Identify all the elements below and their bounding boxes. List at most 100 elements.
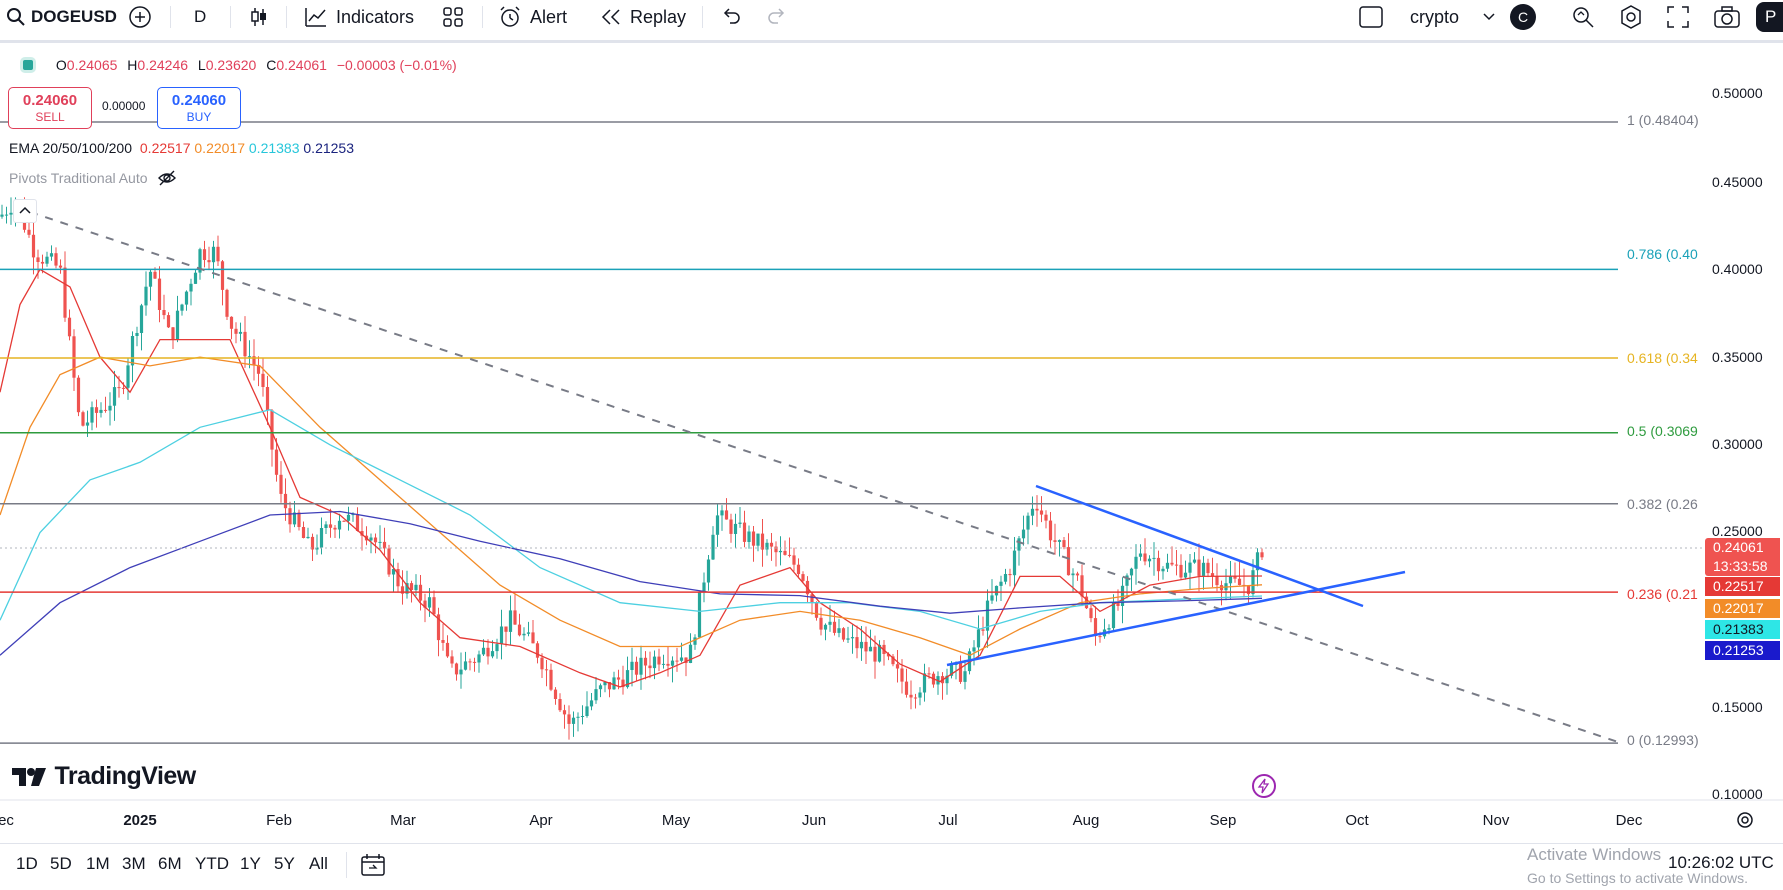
redo-button[interactable] <box>766 0 788 34</box>
layout-toggle-button[interactable] <box>1358 0 1384 34</box>
candle-body <box>945 675 949 684</box>
compare-symbol-button[interactable] <box>128 0 152 34</box>
ema50-price-tag: 0.22017 <box>1705 599 1780 618</box>
settings-button[interactable] <box>1618 0 1644 34</box>
candle-body <box>990 595 994 601</box>
symbol-search[interactable]: DOGEUSD <box>6 0 117 34</box>
candle-body <box>1192 559 1197 563</box>
pivots-legend[interactable]: Pivots Traditional Auto <box>9 169 177 187</box>
quick-search-button[interactable] <box>1570 0 1596 34</box>
undo-icon <box>720 7 742 27</box>
magnify-sparkle-icon <box>1570 4 1596 30</box>
candle-body <box>544 669 549 671</box>
candle-body <box>238 331 243 334</box>
candle-body <box>45 256 49 264</box>
layout-menu-button[interactable] <box>1482 0 1496 34</box>
candle-body <box>135 333 139 336</box>
range-6m-button[interactable]: 6M <box>158 854 182 873</box>
candle-body <box>198 249 202 273</box>
economic-events-button[interactable] <box>1252 774 1276 798</box>
collapse-legend-button[interactable] <box>13 199 37 223</box>
candle-body <box>693 637 697 645</box>
fib-level-0618-label: 0.618 (0.34 <box>1627 350 1698 366</box>
range-1y-button[interactable]: 1Y <box>240 854 261 873</box>
snapshot-button[interactable] <box>1713 0 1741 34</box>
candle-body <box>999 581 1003 586</box>
range-5d-button[interactable]: 5D <box>50 854 72 873</box>
range-1m-button[interactable]: 1M <box>86 854 110 873</box>
candle-body <box>589 700 594 707</box>
ema20-price-tag: 0.22517 <box>1705 577 1780 596</box>
candle-body <box>607 682 612 690</box>
candle-body <box>450 656 454 664</box>
candle-body <box>1228 576 1233 584</box>
candle-body <box>639 657 643 675</box>
sell-button[interactable]: 0.24060 SELL <box>8 87 92 129</box>
time-axis-label: Dec <box>1615 812 1643 829</box>
layout-name-button[interactable]: crypto <box>1410 0 1459 34</box>
range-1d-button[interactable]: 1D <box>16 854 38 873</box>
tradingview-logo[interactable]: TradingView <box>12 762 196 791</box>
candle-body <box>1116 602 1120 606</box>
candle-body <box>796 564 801 575</box>
candle-body <box>720 510 724 516</box>
candle-body <box>1003 574 1008 582</box>
range-all-button[interactable]: All <box>309 854 328 873</box>
candle-body <box>81 412 85 426</box>
candle-body <box>517 624 522 636</box>
candle-body <box>1089 608 1093 619</box>
chevron-up-icon <box>14 200 36 222</box>
interval-button[interactable]: D <box>194 7 207 26</box>
candle-body <box>814 602 819 618</box>
candle-body <box>270 410 274 450</box>
candle-body <box>229 316 234 329</box>
templates-button[interactable] <box>442 0 464 34</box>
square-icon <box>1358 5 1384 29</box>
replay-button[interactable]: Replay <box>600 0 686 34</box>
alert-button[interactable]: Alert <box>498 0 567 34</box>
market-status-dot[interactable] <box>20 57 36 73</box>
date-range-button[interactable] <box>360 853 386 877</box>
candle-body <box>958 662 963 682</box>
publish-button[interactable]: P <box>1756 2 1783 32</box>
indicators-button[interactable]: Indicators <box>304 0 414 34</box>
candle-body <box>567 714 571 724</box>
candle-body <box>976 629 981 648</box>
candle-body <box>441 640 445 643</box>
undo-button[interactable] <box>720 0 742 34</box>
price-chart[interactable] <box>0 0 1783 843</box>
bar-countdown: 13:33:58 <box>1713 558 1768 574</box>
time-axis-settings-button[interactable] <box>1735 810 1755 830</box>
candle-body <box>423 600 427 608</box>
range-3m-button[interactable]: 3M <box>122 854 146 873</box>
candle-body <box>1170 562 1174 565</box>
candle-body <box>616 677 621 680</box>
candle-body <box>292 512 297 525</box>
ema-legend[interactable]: EMA 20/50/100/200 0.22517 0.22017 0.2138… <box>9 140 354 156</box>
candle-body <box>301 527 306 538</box>
candle-body <box>1183 572 1188 578</box>
range-ytd-button[interactable]: YTD <box>195 854 229 873</box>
candle-body <box>225 289 229 317</box>
time-axis-label: 2025 <box>123 812 157 829</box>
chart-type-button[interactable] <box>248 0 270 34</box>
candle-body <box>27 229 31 235</box>
candlesticks <box>0 197 1264 740</box>
candle-body <box>769 542 774 547</box>
candle-body <box>522 633 526 636</box>
eye-crossed-icon[interactable] <box>157 169 177 187</box>
fib-level-0-label: 0 (0.12993) <box>1627 732 1699 748</box>
candle-body <box>414 584 418 591</box>
candle-body <box>625 670 630 688</box>
range-5y-button[interactable]: 5Y <box>274 854 295 873</box>
candle-body <box>895 664 900 669</box>
candle-body <box>504 626 508 632</box>
candle-body <box>193 272 198 284</box>
activate-windows-subtitle: Go to Settings to activate Windows. <box>1527 870 1748 886</box>
clock-timezone[interactable]: 10:26:02 UTC <box>1668 853 1774 872</box>
buy-button[interactable]: 0.24060 BUY <box>157 87 241 129</box>
fullscreen-button[interactable] <box>1666 0 1690 34</box>
price-axis-label: 0.10000 <box>1712 786 1763 802</box>
user-avatar[interactable]: C <box>1510 0 1536 34</box>
fullscreen-icon <box>1666 5 1690 29</box>
